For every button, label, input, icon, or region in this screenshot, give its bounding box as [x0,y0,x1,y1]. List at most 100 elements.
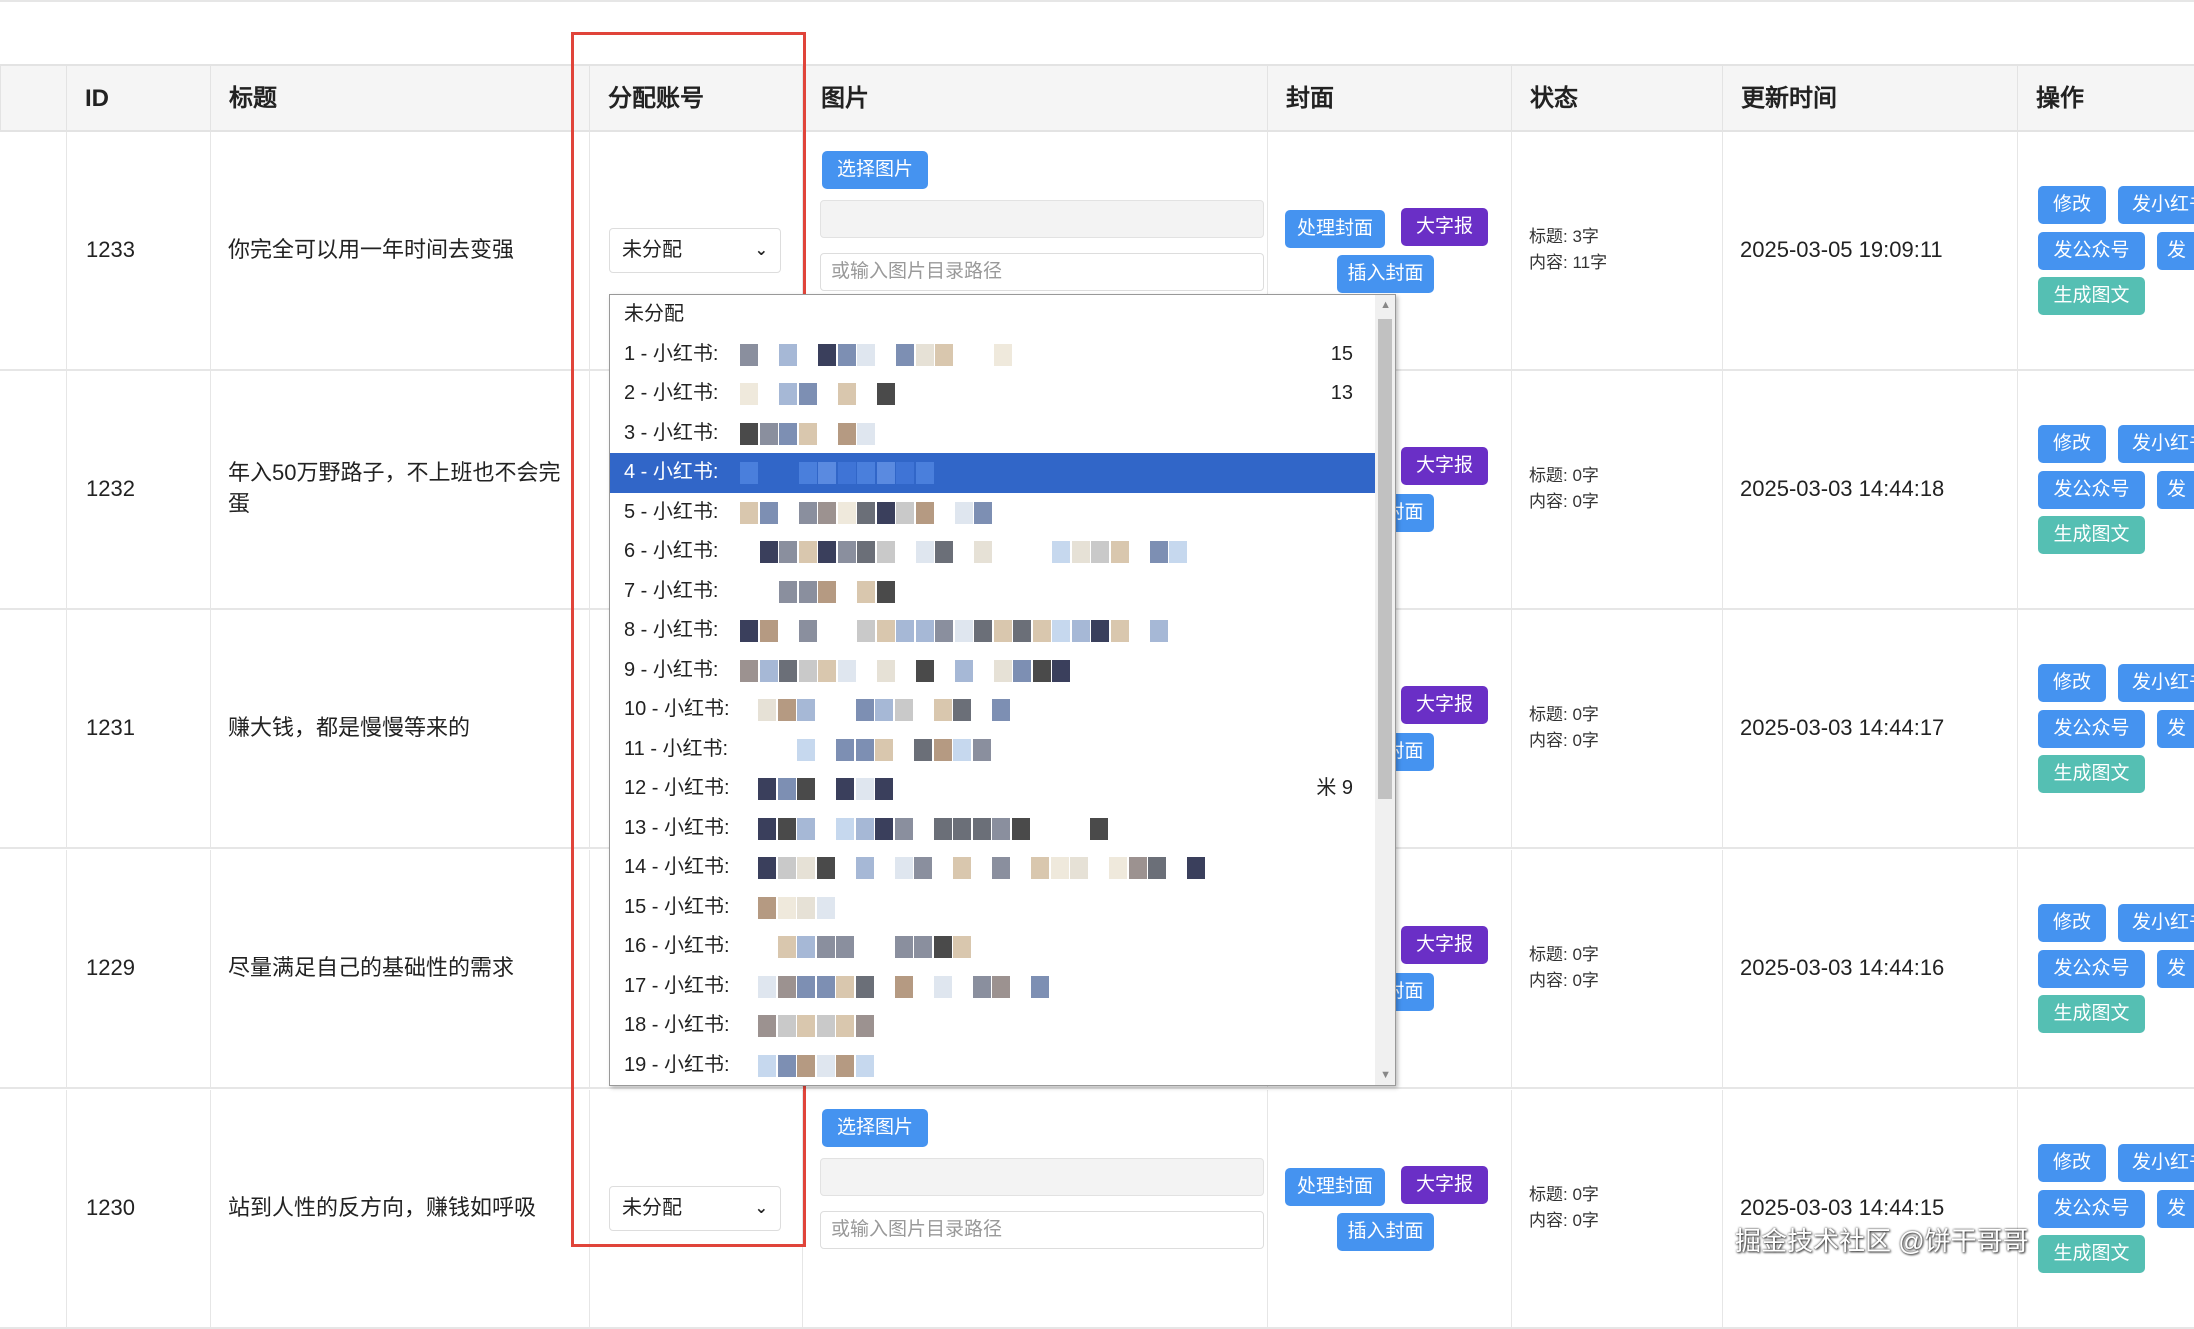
dropdown-option[interactable]: 18 - 小红书: [610,1006,1375,1046]
redaction-block [974,620,992,642]
redaction-block [876,620,895,642]
scroll-down-icon[interactable]: ▼ [1380,1069,1391,1081]
redaction-block [777,975,796,998]
generate-post-button[interactable]: 生成图文 [2038,277,2145,315]
insert-cover-button[interactable]: 插入封面 [1337,255,1434,293]
post-other-button[interactable]: 发 [2157,710,2194,748]
post-wechat-button[interactable]: 发公众号 [2038,471,2145,509]
dropdown-option[interactable]: 16 - 小红书: [610,927,1375,967]
post-xiaohongshu-button[interactable]: 发小红书 [2118,1144,2194,1182]
cell-divider [589,850,590,1087]
big-poster-button[interactable]: 大字报 [1401,1166,1488,1204]
dropdown-option[interactable]: 6 - 小红书: [610,532,1375,572]
dropdown-option[interactable]: 17 - 小红书: [610,967,1375,1007]
redaction-block [1050,857,1069,879]
big-poster-button[interactable]: 大字报 [1401,447,1488,485]
dropdown-option[interactable]: 19 - 小红书: [610,1046,1375,1086]
image-path-input[interactable]: 或输入图片目录路径 [820,1211,1264,1249]
cell-divider [66,371,67,608]
redaction-block [896,620,914,642]
redaction-block [857,541,875,563]
account-dropdown-list[interactable]: 未分配 1 - 小红书: 15 2 - 小红书: 13 3 - 小红书: 4 - 小… [609,294,1396,1086]
cell-divider [589,1090,590,1327]
redaction-block [758,778,776,800]
redaction-block [1091,620,1109,642]
image-path-input[interactable]: 或输入图片目录路径 [820,253,1264,291]
dropdown-option[interactable]: 13 - 小红书: [610,809,1375,849]
generate-post-button[interactable]: 生成图文 [2038,995,2145,1033]
big-poster-button[interactable]: 大字报 [1401,686,1488,724]
dropdown-option[interactable]: 未分配 [610,295,1375,335]
generate-post-button[interactable]: 生成图文 [2038,755,2145,793]
dropdown-option[interactable]: 3 - 小红书: [610,414,1375,454]
option-label: 15 - 小红书: [624,895,730,918]
redaction-block [758,1015,776,1037]
redaction-block [954,659,973,682]
redaction-block [954,501,973,524]
post-wechat-button[interactable]: 发公众号 [2038,232,2145,270]
account-select[interactable]: 未分配 ⌄ [609,228,781,273]
post-other-button[interactable]: 发 [2157,950,2194,988]
option-label: 5 - 小红书: [624,500,719,523]
redaction-block [779,422,797,445]
redaction-block [914,738,932,761]
process-cover-button[interactable]: 处理封面 [1285,1168,1385,1206]
big-poster-button[interactable]: 大字报 [1401,208,1488,246]
dropdown-option[interactable]: 15 - 小红书: [610,888,1375,928]
redaction-block [894,936,913,958]
row-id: 1233 [86,237,135,262]
edit-button[interactable]: 修改 [2038,664,2106,702]
redaction-block [974,501,992,524]
process-cover-button[interactable]: 处理封面 [1285,210,1385,248]
post-wechat-button[interactable]: 发公众号 [2038,1190,2145,1228]
post-xiaohongshu-button[interactable]: 发小红书 [2118,425,2194,463]
post-xiaohongshu-button[interactable]: 发小红书 [2118,664,2194,702]
dropdown-option[interactable]: 9 - 小红书: [610,651,1375,691]
option-label: 9 - 小红书: [624,658,719,681]
cell-divider [1722,850,1723,1087]
dropdown-option[interactable]: 8 - 小红书: [610,611,1375,651]
generate-post-button[interactable]: 生成图文 [2038,516,2145,554]
edit-button[interactable]: 修改 [2038,425,2106,463]
generate-post-button[interactable]: 生成图文 [2038,1235,2145,1273]
top-divider [0,0,2194,2]
status-content-count: 内容: 0字 [1529,731,1599,750]
post-other-button[interactable]: 发 [2157,232,2194,270]
redaction-block [836,1054,854,1077]
dropdown-option[interactable]: 11 - 小红书: [610,730,1375,770]
choose-image-button[interactable]: 选择图片 [822,1109,928,1147]
redaction-block [954,620,973,642]
scrollbar-thumb[interactable] [1378,319,1392,799]
status-title-count: 标题: 3字 [1529,227,1599,246]
redaction-block [740,501,758,524]
post-xiaohongshu-button[interactable]: 发小红书 [2118,904,2194,942]
edit-button[interactable]: 修改 [2038,904,2106,942]
cell-divider [1511,371,1512,608]
post-xiaohongshu-button[interactable]: 发小红书 [2118,186,2194,224]
dropdown-scrollbar[interactable]: ▲ ▼ [1375,295,1395,1085]
dropdown-option[interactable]: 7 - 小红书: [610,572,1375,612]
dropdown-option[interactable]: 4 - 小红书: [610,453,1375,493]
dropdown-option[interactable]: 5 - 小红书: [610,493,1375,533]
dropdown-option[interactable]: 1 - 小红书: 15 [610,335,1375,375]
edit-button[interactable]: 修改 [2038,1144,2106,1182]
insert-cover-button[interactable]: 插入封面 [1337,1213,1434,1251]
post-other-button[interactable]: 发 [2157,471,2194,509]
redaction-block [1013,620,1031,642]
post-other-button[interactable]: 发 [2157,1190,2194,1228]
dropdown-option[interactable]: 2 - 小红书: 13 [610,374,1375,414]
big-poster-button[interactable]: 大字报 [1401,926,1488,964]
post-wechat-button[interactable]: 发公众号 [2038,710,2145,748]
post-wechat-button[interactable]: 发公众号 [2038,950,2145,988]
redaction-block [855,975,874,998]
dropdown-option[interactable]: 14 - 小红书: [610,848,1375,888]
redaction-block [816,975,835,998]
edit-button[interactable]: 修改 [2038,186,2106,224]
scroll-up-icon[interactable]: ▲ [1380,299,1391,311]
choose-image-button[interactable]: 选择图片 [822,151,928,189]
dropdown-option[interactable]: 12 - 小红书: 米 9 [610,769,1375,809]
account-select[interactable]: 未分配 ⌄ [609,1186,781,1231]
dropdown-option[interactable]: 10 - 小红书: [610,690,1375,730]
redaction-block [777,1015,796,1037]
cell-divider [66,132,67,369]
